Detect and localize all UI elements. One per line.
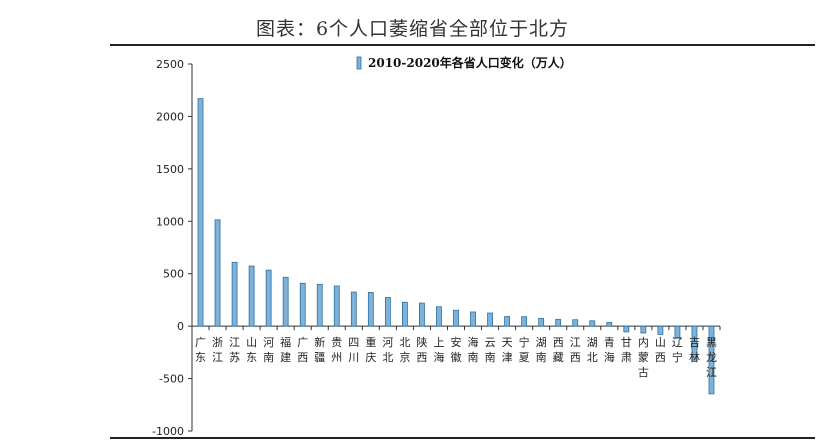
x-tick-label: 广东 [195, 336, 206, 364]
bar [572, 319, 579, 327]
x-tick-label: 陕西 [416, 335, 427, 364]
bar [402, 301, 408, 327]
x-tick-label: 湖南 [536, 336, 547, 364]
x-tick-label: 宁夏 [519, 335, 530, 364]
legend-label: 2010-2020年各省人口变化（万人） [368, 55, 572, 70]
y-tick-label: 1000 [156, 215, 184, 228]
x-tick-label: 重庆 [365, 335, 376, 364]
y-tick-label: 500 [163, 268, 184, 281]
x-tick-label: 四川 [348, 336, 359, 364]
x-tick-label: 天津 [502, 336, 513, 364]
bar [657, 325, 664, 335]
x-tick-label: 江苏 [229, 336, 240, 364]
y-tick-label: -1000 [152, 425, 184, 438]
y-tick-label: -500 [159, 373, 184, 386]
x-tick-label: 吉林 [689, 336, 700, 364]
bar [419, 302, 425, 327]
x-tick-label: 北京 [399, 336, 410, 364]
bar [299, 282, 306, 327]
y-tick-label: 0 [177, 320, 184, 333]
bar [197, 98, 204, 327]
bar [350, 291, 357, 327]
bar [333, 285, 340, 327]
bar [214, 219, 221, 327]
bar [589, 320, 596, 327]
bar [282, 276, 289, 327]
x-tick-label: 西藏 [553, 336, 564, 364]
top-divider [110, 44, 815, 46]
x-tick-label: 内蒙古 [638, 335, 649, 379]
bar [470, 311, 476, 327]
x-tick-label: 河南 [263, 336, 274, 364]
bar [538, 317, 545, 327]
x-tick-label: 江西 [570, 336, 581, 364]
x-tick-label: 贵州 [331, 336, 342, 364]
bar [504, 316, 510, 327]
bar [316, 283, 323, 327]
x-tick-label: 广西 [297, 336, 308, 364]
x-tick-label: 云南 [485, 336, 496, 364]
bar [623, 325, 630, 333]
x-tick-label: 湖北 [587, 336, 598, 364]
page-title: 图表：6个人口萎缩省全部位于北方 [255, 18, 570, 40]
bar [384, 297, 391, 327]
bar [231, 261, 238, 327]
bar [453, 309, 459, 327]
bar [367, 292, 374, 327]
bar [248, 265, 255, 327]
bar [487, 312, 493, 327]
y-tick-label: 1500 [156, 163, 184, 176]
bar [674, 325, 681, 339]
x-tick-label: 青海 [604, 336, 615, 364]
x-tick-label: 浙江 [212, 336, 223, 364]
x-tick-label: 福建 [280, 335, 291, 364]
legend-swatch [356, 56, 362, 70]
bar [555, 318, 562, 327]
bar [265, 269, 272, 327]
x-tick-label: 山东 [246, 336, 257, 364]
bar [640, 325, 647, 334]
x-tick-label: 安徽 [451, 335, 462, 364]
x-tick-label: 辽宁 [672, 336, 683, 364]
x-tick-label: 河北 [382, 336, 393, 364]
bottom-divider [110, 437, 815, 439]
y-tick-label: 2000 [156, 110, 184, 123]
bar [691, 325, 698, 362]
bar [521, 316, 528, 327]
x-tick-label: 新疆 [314, 335, 325, 364]
x-tick-label: 上海 [433, 336, 444, 364]
x-tick-label: 甘肃 [621, 336, 632, 364]
x-tick-label: 黑龙江 [706, 336, 717, 379]
bar [436, 306, 442, 327]
x-tick-label: 海南 [468, 335, 479, 364]
x-tick-label: 山西 [655, 336, 666, 364]
y-tick-label: 2500 [156, 58, 184, 71]
bar [708, 325, 715, 395]
bar [606, 322, 613, 327]
